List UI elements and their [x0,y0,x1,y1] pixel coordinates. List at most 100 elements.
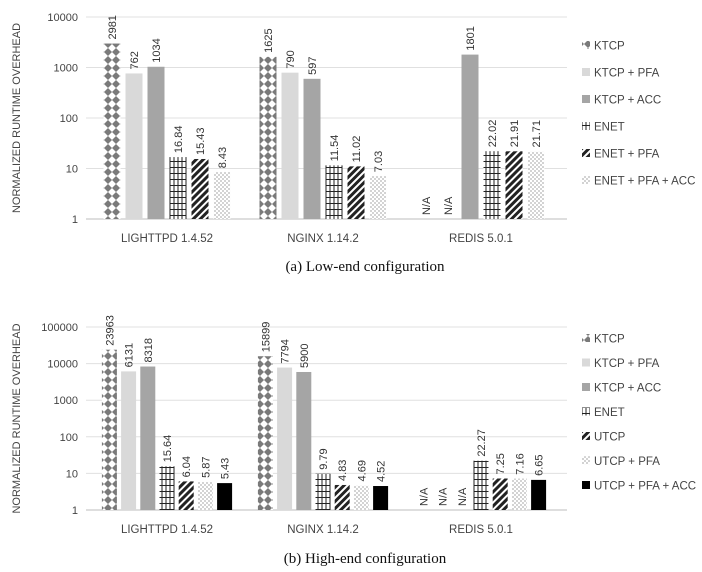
chart-panel-b: 1 10 100 1000 10000 100000 NORMALIZED RUNTIME … [11,315,696,567]
bar [296,371,312,510]
legend-label: KTCP [594,334,625,346]
bar [353,485,369,510]
data-label: 6.04 [181,456,193,477]
legend-swatch [582,176,590,184]
bar [334,484,350,510]
legend-label: ENET + PFA + ACC [594,176,695,188]
bar [217,483,233,510]
data-label: 15.64 [162,435,174,463]
bar [101,349,117,510]
legend-label: KTCP [594,41,625,53]
data-label: 23963 [104,315,116,346]
data-label: 7.25 [495,453,507,474]
bar [103,43,121,219]
bar [159,466,175,510]
data-label: 1801 [465,26,477,50]
bar [147,66,165,219]
category-label: NGINX 1.14.2 [287,524,359,536]
data-label: 8.43 [217,147,229,168]
y-tick-label: 1000 [54,395,78,407]
y-tick-label: 100 [60,113,78,125]
data-label: 6131 [124,343,136,367]
legend-label: UTCP + PFA [594,456,660,468]
legend-label: KTCP + PFA [594,68,660,80]
data-label: N/A [421,196,433,215]
bar [473,460,489,510]
bar [213,172,231,219]
data-label: 1034 [151,38,163,62]
category-label: LIGHTTPD 1.4.52 [121,524,213,536]
legend-label: ENET [594,407,625,419]
y-tick-label: 1000 [54,63,78,75]
chart-panel-a: 1 10 100 1000 10000 NORMALIZED RUNTIME OVERHE… [11,12,695,275]
data-label: N/A [457,487,469,506]
legend-label: UTCP + PFA + ACC [594,481,696,493]
bar [315,473,331,510]
data-label: 6.65 [534,454,546,475]
chart-caption: (a) Low-end configuration [285,259,445,275]
bar [505,151,523,219]
legend-swatch [582,407,590,416]
data-label: 1625 [263,28,275,52]
bar [373,486,389,510]
legend-label: UTCP [594,432,626,444]
bar [169,157,187,219]
category-label: LIGHTTPD 1.4.52 [121,233,213,245]
legend-swatch [582,432,590,440]
y-axis-label: NORMALIZED RUNTIME OVERHEAD [11,23,23,213]
bar [281,72,299,219]
data-label: 21.71 [531,120,543,148]
bar [325,165,343,219]
bar [369,176,387,219]
legend-swatch [582,358,590,367]
bar [140,366,156,510]
bar [511,478,527,510]
legend-swatch [582,41,590,49]
bar [191,158,209,219]
y-tick-label: 1 [72,214,78,226]
data-label: 15899 [260,322,272,353]
legend-swatch [582,383,590,391]
data-label: 5.43 [220,458,232,479]
legend-swatch [582,68,590,76]
data-label: 7.16 [514,453,526,474]
data-label: N/A [418,487,430,506]
category-label: REDIS 5.0.1 [449,233,513,245]
data-label: 9.79 [318,448,330,469]
data-label: 11.54 [329,135,341,162]
bar [492,478,508,510]
data-label: 2981 [107,15,119,39]
legend-label: KTCP + PFA [594,358,660,370]
legend-swatch [582,122,590,130]
legend-swatch [582,334,590,342]
y-tick-label: 10 [66,164,78,176]
legend-swatch [582,149,590,157]
legend-label: ENET + PFA [594,149,660,161]
legend-label: KTCP + ACC [594,95,661,107]
category-label: REDIS 5.0.1 [449,524,513,536]
bar [277,367,293,510]
bar [178,481,194,510]
bar [259,56,277,220]
legend-label: ENET [594,122,625,134]
data-label: 5.87 [200,456,212,477]
bar [125,73,143,219]
data-label: 22.02 [487,120,499,148]
data-label: N/A [438,487,450,506]
legend-swatch [582,456,590,465]
bar [303,78,321,219]
data-label: 4.69 [356,460,368,481]
data-label: 4.83 [337,460,349,481]
data-label: 597 [307,56,319,74]
y-tick-label: 100000 [41,322,78,334]
data-label: 22.27 [476,429,488,457]
y-tick-label: 1 [72,505,78,517]
bar [257,356,273,510]
bar [197,481,213,510]
data-label: 5900 [299,344,311,368]
y-tick-label: 10 [66,468,78,480]
bar [347,166,365,219]
y-axis-label: NORMALIZED RUNTIME OVERHEAD [11,323,23,513]
data-label: 7.03 [373,151,385,172]
bar [121,371,137,510]
